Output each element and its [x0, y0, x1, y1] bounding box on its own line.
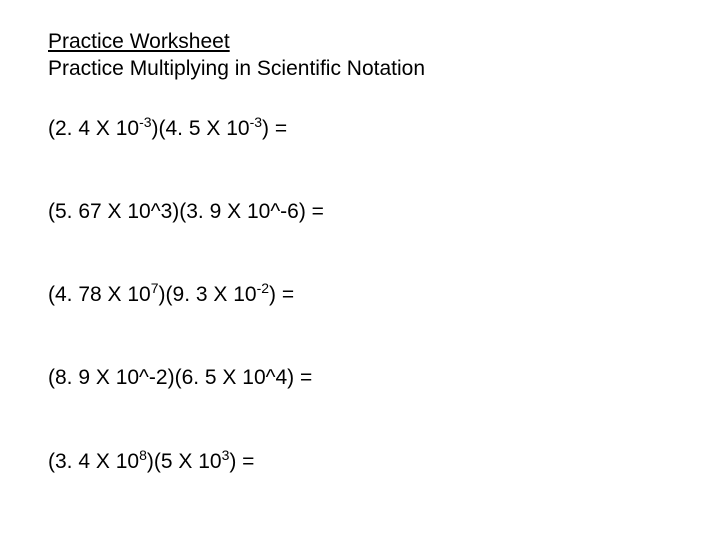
problem-3: (4. 78 X 107)(9. 3 X 10-2) =	[48, 281, 672, 308]
problem-5: (3. 4 X 108)(5 X 103) =	[48, 448, 672, 475]
problem-1: (2. 4 X 10-3)(4. 5 X 10-3) =	[48, 115, 672, 142]
exponent-text: -3	[139, 114, 151, 130]
problem-2: (5. 67 X 10^3)(3. 9 X 10^-6) =	[48, 198, 672, 225]
exponent-text: 7	[151, 280, 159, 296]
exponent-text: -2	[257, 280, 269, 296]
problem-text: )(5 X 10	[147, 450, 222, 473]
problem-text: )(9. 3 X 10	[159, 283, 257, 306]
problem-text: (8. 9 X 10^-2)(6. 5 X 10^4) =	[48, 366, 312, 389]
problem-text: (3. 4 X 10	[48, 450, 139, 473]
worksheet-title: Practice Worksheet	[48, 28, 672, 55]
problem-text: (2. 4 X 10	[48, 117, 139, 140]
problem-text: ) =	[269, 283, 294, 306]
problem-text: )(4. 5 X 10	[152, 117, 250, 140]
exponent-text: -3	[250, 114, 262, 130]
worksheet-subtitle: Practice Multiplying in Scientific Notat…	[48, 55, 672, 82]
problem-text: (5. 67 X 10^3)(3. 9 X 10^-6) =	[48, 200, 324, 223]
problem-text: ) =	[229, 450, 254, 473]
problem-text: (4. 78 X 10	[48, 283, 151, 306]
problem-text: ) =	[262, 117, 287, 140]
exponent-text: 8	[139, 447, 147, 463]
problem-4: (8. 9 X 10^-2)(6. 5 X 10^4) =	[48, 364, 672, 391]
